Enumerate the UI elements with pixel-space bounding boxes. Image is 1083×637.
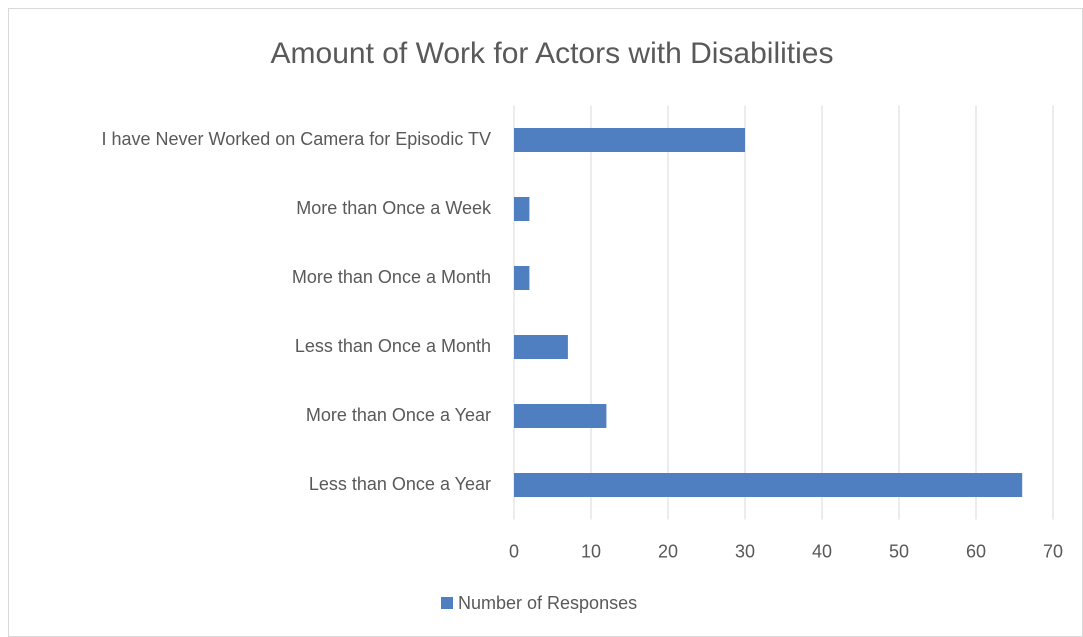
y-tick-label: More than Once a Week — [296, 198, 492, 218]
legend-label: Number of Responses — [458, 593, 637, 613]
bar — [514, 404, 607, 428]
y-tick-label: More than Once a Month — [292, 267, 491, 287]
x-tick-label: 50 — [889, 541, 909, 561]
bar — [514, 266, 530, 290]
x-tick-label: 70 — [1043, 541, 1063, 561]
bar — [514, 473, 1023, 497]
bar — [514, 335, 568, 359]
x-tick-label: 40 — [812, 541, 832, 561]
y-tick-label: I have Never Worked on Camera for Episod… — [101, 129, 491, 149]
chart-border — [8, 8, 1083, 637]
chart-title: Amount of Work for Actors with Disabilit… — [271, 37, 834, 70]
y-tick-label: Less than Once a Month — [295, 336, 491, 356]
legend-swatch — [441, 597, 453, 609]
x-tick-label: 20 — [658, 541, 678, 561]
x-tick-label: 30 — [735, 541, 755, 561]
bar — [514, 128, 745, 152]
y-tick-label: Less than Once a Year — [309, 474, 491, 494]
y-tick-label: More than Once a Year — [306, 405, 491, 425]
x-tick-label: 0 — [509, 541, 519, 561]
bar — [514, 197, 530, 221]
x-tick-label: 60 — [966, 541, 986, 561]
x-tick-label: 10 — [581, 541, 601, 561]
